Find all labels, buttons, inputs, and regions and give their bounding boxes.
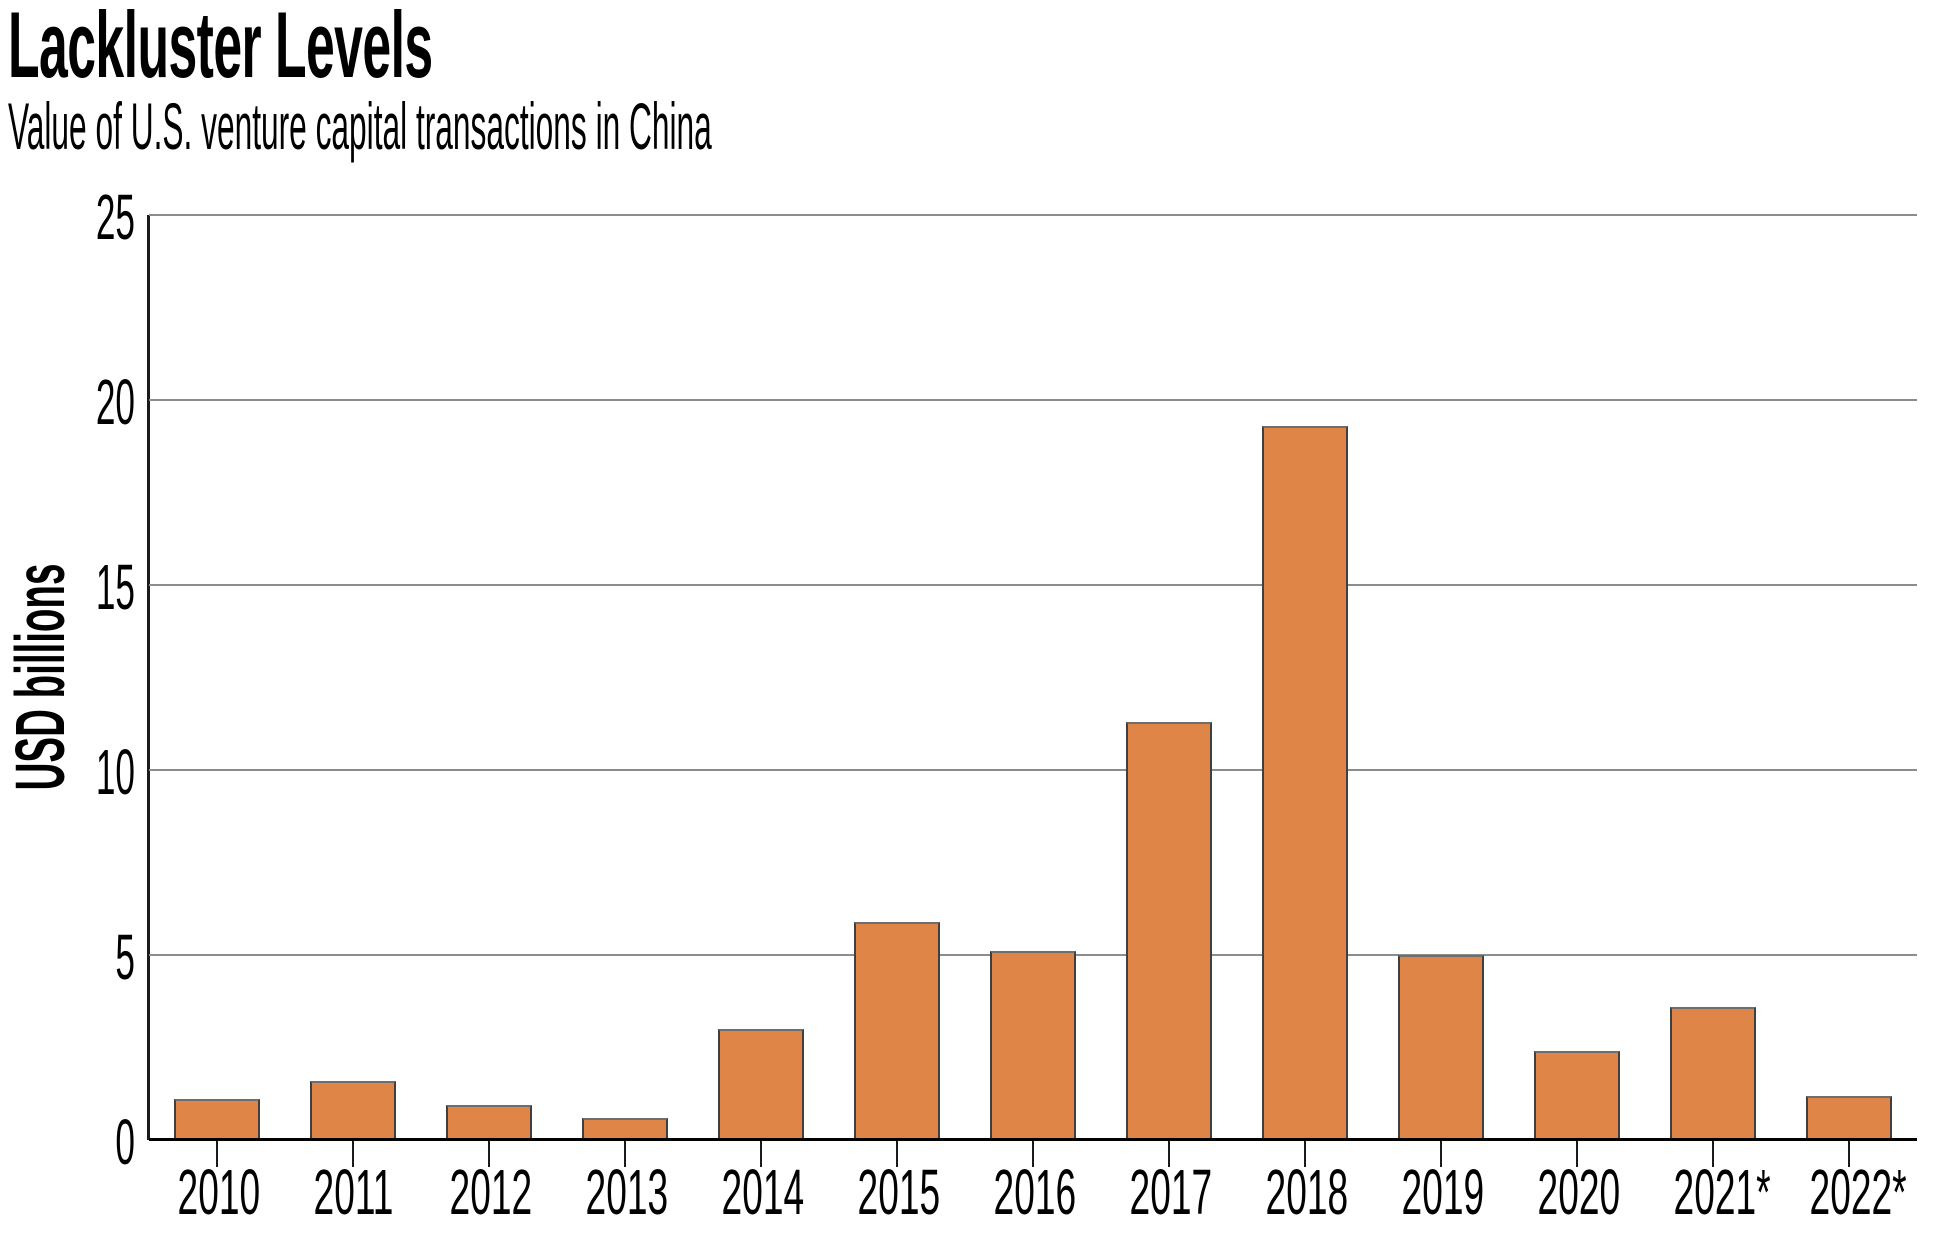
bar-2013 (582, 1118, 668, 1140)
x-tick-label-2021: 2021* (1673, 1156, 1771, 1228)
x-axis-line (149, 1138, 1917, 1141)
x-tick-mark-2010 (216, 1140, 218, 1167)
x-tick-mark-2013 (624, 1140, 626, 1167)
bar-2021 (1670, 1007, 1756, 1140)
y-axis-line (147, 215, 150, 1140)
x-tick-label-2016: 2016 (993, 1156, 1077, 1228)
chart-title: Lackluster Levels (8, 0, 433, 97)
gridline-10 (149, 769, 1917, 771)
x-tick-label-2015: 2015 (857, 1156, 941, 1228)
bar-2014 (718, 1029, 804, 1140)
bar-2015 (854, 922, 940, 1140)
bar-2018 (1262, 426, 1348, 1140)
bar-2010 (174, 1099, 260, 1140)
bar-2016 (990, 951, 1076, 1140)
bar-2020 (1534, 1051, 1620, 1140)
bar-2012 (446, 1105, 532, 1140)
plot-area (147, 214, 1917, 1167)
x-tick-mark-2018 (1304, 1140, 1306, 1167)
x-tick-label-2011: 2011 (313, 1156, 394, 1228)
y-tick-label-0: 0 (115, 1106, 135, 1178)
x-tick-mark-2016 (1032, 1140, 1034, 1167)
x-tick-label-2014: 2014 (721, 1156, 805, 1228)
x-tick-label-2018: 2018 (1265, 1156, 1349, 1228)
y-tick-label-15: 15 (95, 551, 135, 623)
x-tick-mark-2022 (1848, 1140, 1850, 1167)
gridline-20 (149, 399, 1917, 401)
x-tick-label-2022: 2022* (1809, 1156, 1907, 1228)
y-tick-label-20: 20 (95, 366, 135, 438)
x-tick-mark-2011 (352, 1140, 354, 1167)
gridline-25 (149, 214, 1917, 216)
x-tick-label-2013: 2013 (585, 1156, 669, 1228)
bar-2022 (1806, 1096, 1892, 1140)
x-tick-mark-2015 (896, 1140, 898, 1167)
x-tick-label-2010: 2010 (177, 1156, 261, 1228)
x-tick-label-2012: 2012 (449, 1156, 533, 1228)
x-tick-mark-2017 (1168, 1140, 1170, 1167)
x-tick-label-2017: 2017 (1129, 1156, 1213, 1228)
bar-2011 (310, 1081, 396, 1140)
y-tick-label-25: 25 (95, 181, 135, 253)
x-tick-label-2020: 2020 (1537, 1156, 1621, 1228)
x-tick-mark-2014 (760, 1140, 762, 1167)
bar-2017 (1126, 722, 1212, 1140)
bar-2019 (1398, 955, 1484, 1140)
x-tick-mark-2019 (1440, 1140, 1442, 1167)
x-tick-mark-2021 (1712, 1140, 1714, 1167)
chart-subtitle: Value of U.S. venture capital transactio… (8, 89, 712, 163)
x-tick-label-2019: 2019 (1401, 1156, 1485, 1228)
y-tick-label-10: 10 (95, 736, 135, 808)
x-tick-mark-2020 (1576, 1140, 1578, 1167)
x-tick-mark-2012 (488, 1140, 490, 1167)
gridline-15 (149, 584, 1917, 586)
y-tick-label-5: 5 (115, 921, 135, 993)
